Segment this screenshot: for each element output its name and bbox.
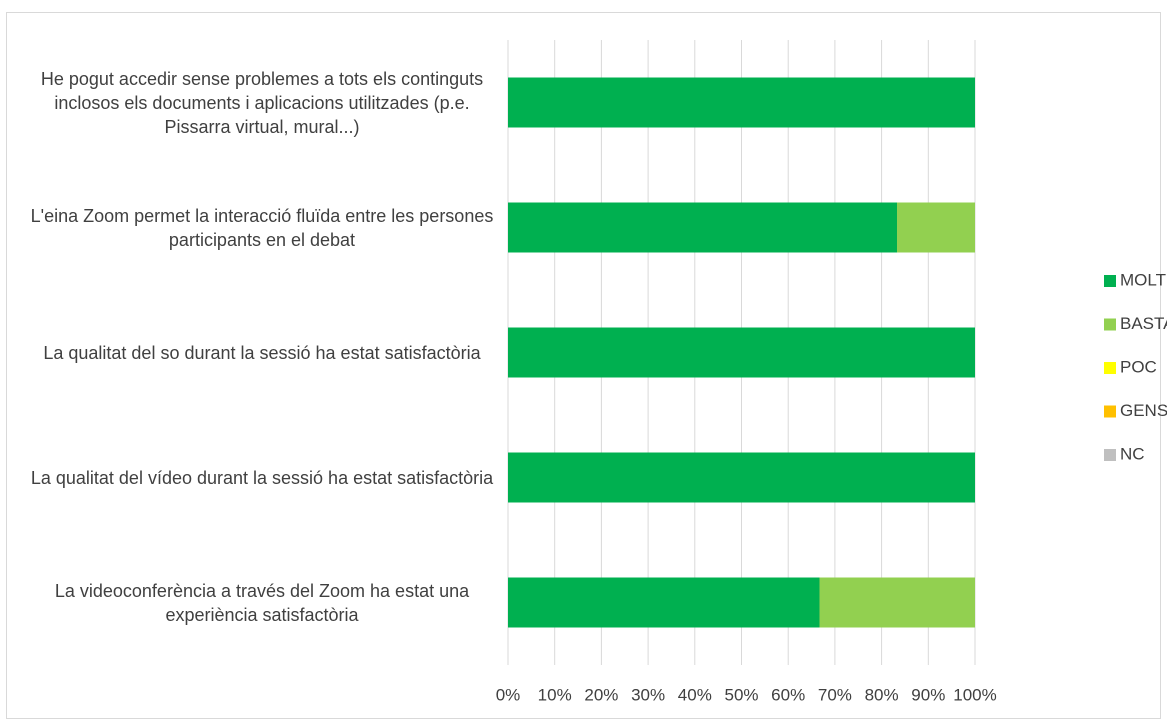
y-tick-label: He pogut accedir sense problemes a tots … bbox=[40, 68, 484, 137]
legend-swatch bbox=[1104, 275, 1116, 287]
legend-label: GENS bbox=[1120, 401, 1167, 420]
legend-label: BASTANT bbox=[1120, 314, 1167, 333]
x-tick-label: 40% bbox=[678, 685, 712, 704]
bar-segment bbox=[508, 327, 975, 378]
legend-swatch bbox=[1104, 449, 1116, 461]
y-tick-label: L'eina Zoom permet la interacció fluïda … bbox=[30, 205, 494, 250]
y-tick-label: La qualitat del so durant la sessió ha e… bbox=[43, 342, 481, 363]
x-tick-label: 100% bbox=[953, 685, 996, 704]
x-tick-label: 60% bbox=[771, 685, 805, 704]
y-tick-label: La videoconferència a través del Zoom ha… bbox=[54, 580, 470, 625]
bar-segment bbox=[819, 577, 975, 628]
x-tick-label: 50% bbox=[724, 685, 758, 704]
x-tick-label: 10% bbox=[538, 685, 572, 704]
x-tick-label: 0% bbox=[496, 685, 521, 704]
x-tick-label: 30% bbox=[631, 685, 665, 704]
legend-label: MOLT bbox=[1120, 270, 1166, 289]
x-tick-label: 20% bbox=[584, 685, 618, 704]
x-tick-label: 70% bbox=[818, 685, 852, 704]
legend-swatch bbox=[1104, 318, 1116, 331]
x-tick-label: 80% bbox=[865, 685, 899, 704]
bar-segment bbox=[897, 202, 975, 253]
bar-segment bbox=[508, 452, 975, 503]
legend-swatch bbox=[1104, 405, 1116, 418]
legend-label: POC bbox=[1120, 357, 1157, 376]
bar-segment bbox=[508, 577, 820, 628]
x-tick-label: 90% bbox=[911, 685, 945, 704]
legend-swatch bbox=[1104, 362, 1116, 374]
bar-segment bbox=[508, 77, 975, 128]
y-tick-label: La qualitat del vídeo durant la sessió h… bbox=[30, 467, 494, 488]
bar-segment bbox=[508, 202, 898, 253]
chart-border bbox=[6, 12, 1161, 719]
legend-label: NC bbox=[1120, 444, 1145, 463]
